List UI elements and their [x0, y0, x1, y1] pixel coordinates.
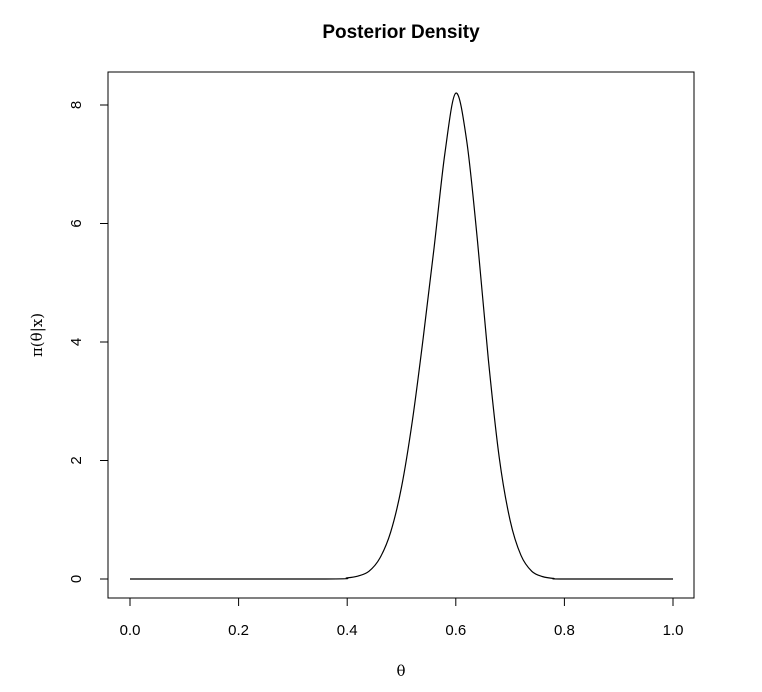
x-tick-label: 0.6 — [445, 622, 466, 639]
y-axis: 0 2 4 6 8 — [68, 101, 109, 583]
x-axis-title: θ — [396, 662, 405, 680]
plot-frame — [107, 71, 695, 599]
y-tick-label: 4 — [68, 338, 85, 346]
x-tick-label: 0.8 — [554, 622, 575, 639]
density-curve — [130, 92, 673, 580]
y-tick-label: 6 — [68, 219, 85, 227]
x-axis: 0.0 0.2 0.4 0.6 0.8 1.0 — [120, 597, 684, 639]
y-tick-label: 2 — [68, 456, 85, 464]
x-tick-label: 0.4 — [337, 622, 358, 639]
y-tick-label: 0 — [68, 575, 85, 583]
x-tick-label: 0.0 — [120, 622, 141, 639]
x-tick-label: 0.2 — [228, 622, 249, 639]
x-tick-label: 1.0 — [663, 622, 684, 639]
series-layer — [130, 92, 673, 580]
chart-title: Posterior Density — [322, 22, 480, 43]
y-tick-label: 8 — [68, 101, 85, 109]
y-axis-title: π(θ|x) — [28, 313, 46, 357]
